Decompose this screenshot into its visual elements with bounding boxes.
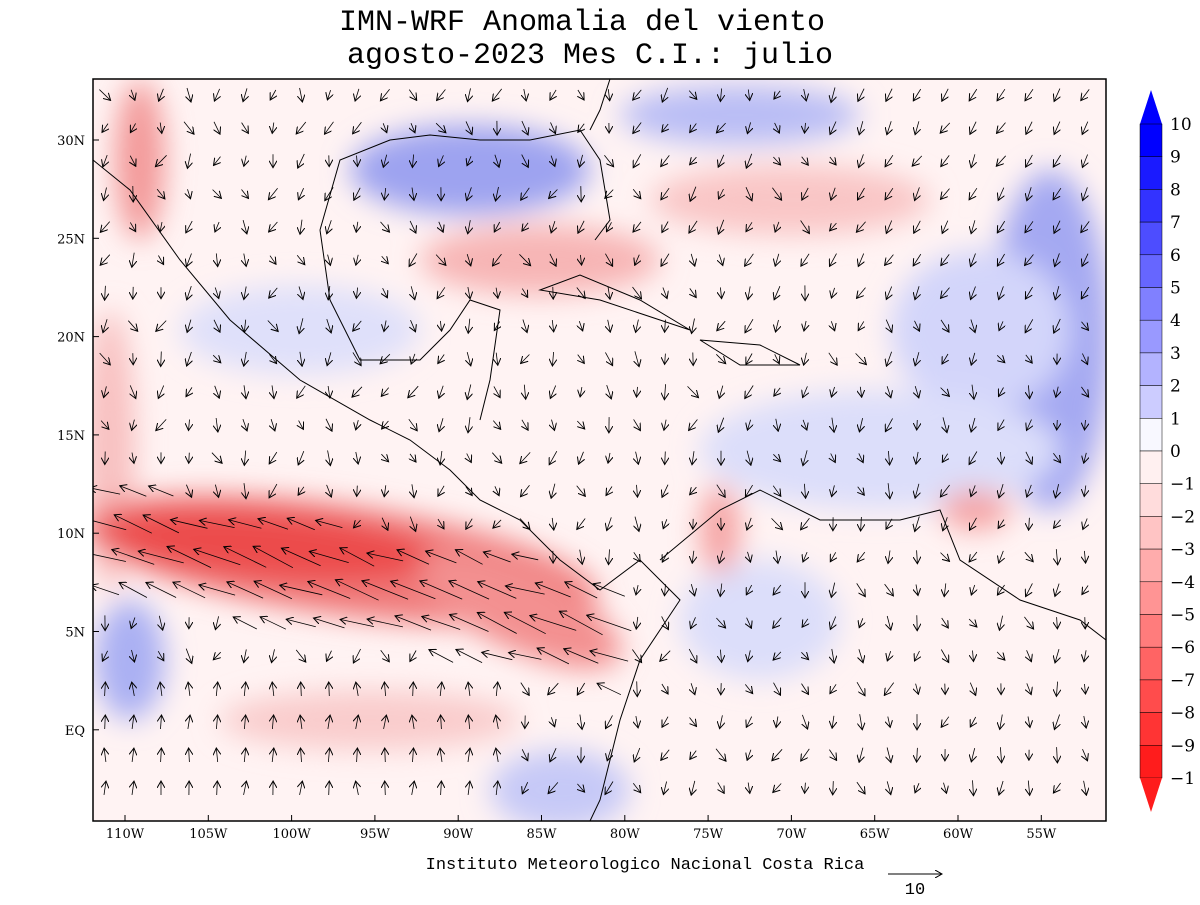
colorbar-label: −9 <box>1170 736 1195 756</box>
lon-label: 95W <box>360 827 391 842</box>
colorbar-box <box>1140 189 1162 222</box>
colorbar-top-arrow <box>1140 90 1162 124</box>
reference-vector-label: 10 <box>905 881 925 900</box>
colorbar-label: −3 <box>1170 540 1195 560</box>
colorbar-label: −2 <box>1170 507 1195 527</box>
lon-label: 70W <box>776 827 807 842</box>
colorbar-box <box>1140 288 1162 321</box>
colorbar-label: −7 <box>1170 671 1195 691</box>
colorbar-box <box>1140 713 1162 746</box>
lon-label: 105W <box>189 827 228 842</box>
colorbar-box <box>1140 320 1162 353</box>
colorbar-box <box>1140 222 1162 255</box>
lon-label: 65W <box>860 827 891 842</box>
lon-label: 110W <box>106 827 145 842</box>
colorbar-label: 9 <box>1170 148 1181 168</box>
title: IMN-WRF Anomalia del viento <box>339 6 825 40</box>
lon-label: 100W <box>273 827 312 842</box>
colorbar-box <box>1140 157 1162 190</box>
colorbar-box <box>1140 647 1162 680</box>
lat-label: 5N <box>65 626 85 641</box>
colorbar-label: −4 <box>1170 573 1195 593</box>
lon-label: 90W <box>443 827 474 842</box>
lat-label: EQ <box>65 724 85 739</box>
lon-label: 60W <box>943 827 974 842</box>
lon-label: 75W <box>693 827 724 842</box>
lon-label: 80W <box>610 827 641 842</box>
colorbar-label: −1 <box>1170 475 1195 495</box>
colorbar-label: 5 <box>1170 279 1181 299</box>
colorbar-bottom-arrow <box>1140 778 1162 812</box>
colorbar-label: −5 <box>1170 606 1195 626</box>
lat-label: 15N <box>57 429 85 444</box>
colorbar-label: −1 <box>1170 769 1195 789</box>
colorbar-box <box>1140 386 1162 419</box>
colorbar-label: 3 <box>1170 344 1181 364</box>
colorbar-box <box>1140 484 1162 517</box>
colorbar-box <box>1140 582 1162 615</box>
colorbar-box <box>1140 516 1162 549</box>
field <box>75 79 1110 830</box>
colorbar-box <box>1140 549 1162 582</box>
colorbar-box <box>1140 451 1162 484</box>
colorbar-box <box>1140 124 1162 157</box>
colorbar-label: 1 <box>1170 409 1181 429</box>
credit: Instituto Meteorologico Nacional Costa R… <box>426 856 865 875</box>
colorbar-box <box>1140 353 1162 386</box>
lat-label: 25N <box>57 232 85 247</box>
lon-label: 85W <box>527 827 558 842</box>
colorbar-label: −8 <box>1170 704 1195 724</box>
colorbar-box <box>1140 745 1162 778</box>
lat-label: 20N <box>57 331 85 346</box>
colorbar-label: 7 <box>1170 213 1181 233</box>
lat-label: 30N <box>57 134 85 149</box>
colorbar-label: 0 <box>1170 442 1181 462</box>
lat-label: 10N <box>57 527 85 542</box>
colorbar-label: 6 <box>1170 246 1181 266</box>
subtitle: agosto-2023 Mes C.I.: julio <box>347 39 833 73</box>
colorbar-box <box>1140 418 1162 451</box>
colorbar-label: 8 <box>1170 180 1181 200</box>
colorbar-label: 4 <box>1170 311 1181 331</box>
colorbar-label: −6 <box>1170 638 1195 658</box>
colorbar-box <box>1140 255 1162 288</box>
colorbar-box <box>1140 680 1162 713</box>
colorbar-label: 10 <box>1170 115 1192 135</box>
colorbar-label: 2 <box>1170 377 1181 397</box>
colorbar-box <box>1140 615 1162 648</box>
lon-label: 55W <box>1026 827 1057 842</box>
